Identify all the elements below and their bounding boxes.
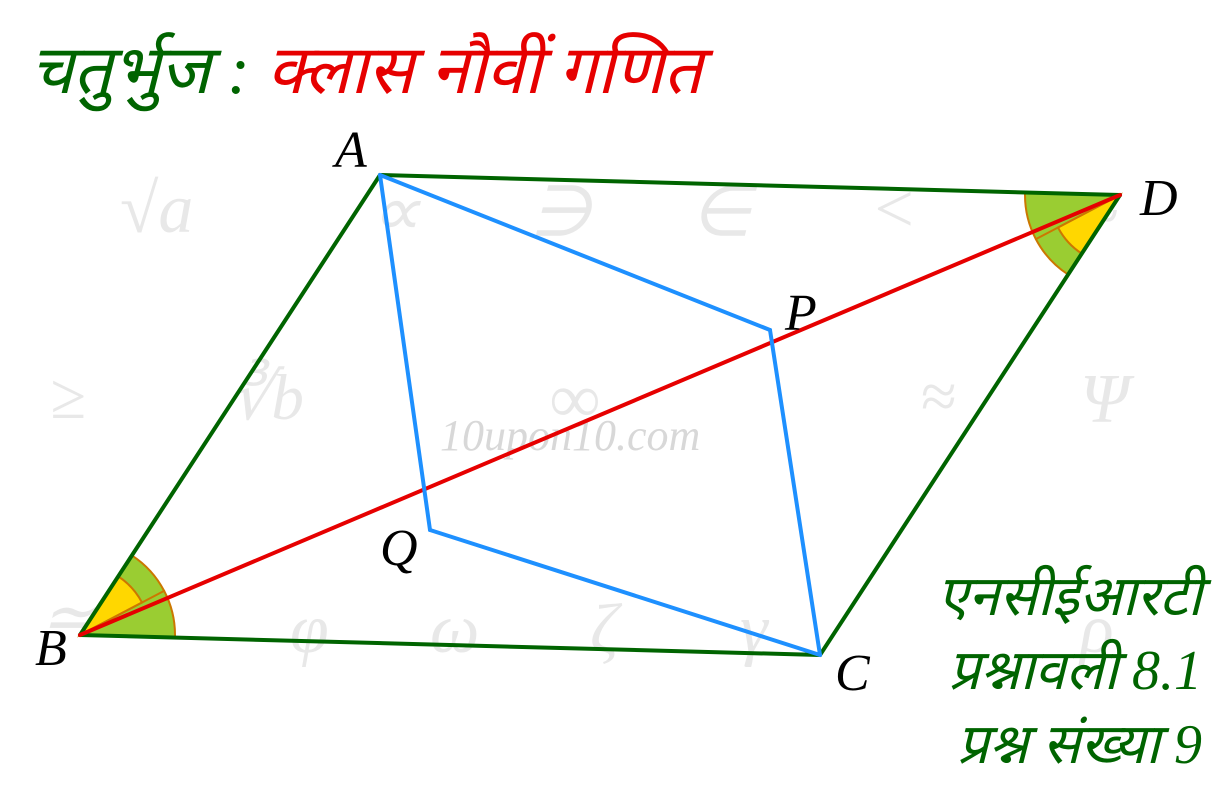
watermark-center: 10upon10.com xyxy=(440,411,700,460)
footer-source: एनसीईआरटी xyxy=(937,556,1202,632)
svg-text:C: C xyxy=(835,645,871,702)
svg-text:A: A xyxy=(332,122,367,179)
svg-text:P: P xyxy=(784,285,817,342)
svg-text:D: D xyxy=(1139,170,1178,227)
svg-text:Q: Q xyxy=(380,520,418,577)
footer-question: प्रश्न संख्या 9 xyxy=(957,704,1202,780)
svg-text:B: B xyxy=(35,620,67,677)
footer-exercise: प्रश्नावली 8.1 xyxy=(948,630,1202,706)
